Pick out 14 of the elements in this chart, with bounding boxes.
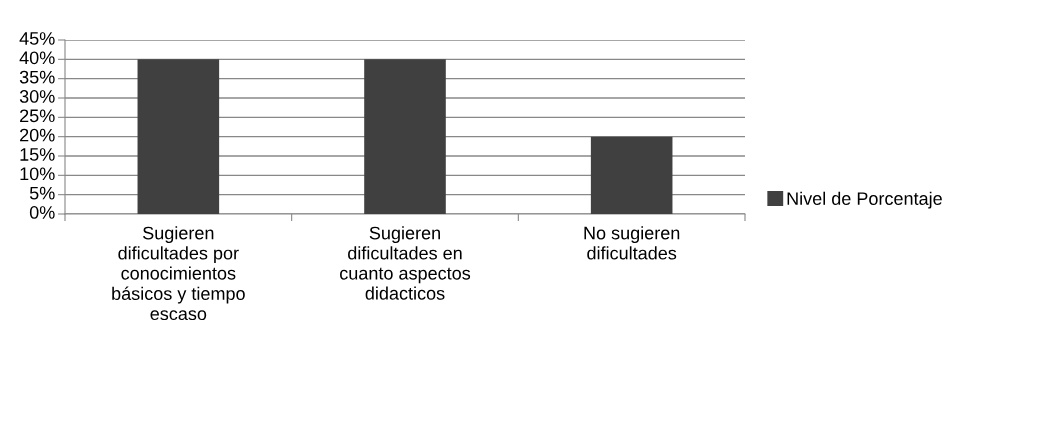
y-tick-label: 30% xyxy=(19,90,55,103)
y-tick-label: 15% xyxy=(20,148,55,161)
x-tick-label: Sugieren dificultades en cuanto aspectos didacticos xyxy=(340,226,471,300)
legend-label: Nivel de Porcentaje xyxy=(787,191,942,209)
y-tick-label: 25% xyxy=(20,109,55,123)
y-tick-label: 40% xyxy=(19,51,55,65)
y-tick-label: 0% xyxy=(29,206,55,219)
y-tick-label: 35% xyxy=(19,70,55,84)
y-tick-label: 5% xyxy=(29,186,55,200)
y-tick-label: 20% xyxy=(20,128,55,142)
x-tick-label: Sugieren dificultades por conocimientos básicos y tiempo escaso xyxy=(112,226,245,321)
x-tick-label: No sugieren dificultades xyxy=(584,226,680,260)
y-tick-label: 45% xyxy=(19,32,55,45)
y-tick-label: 10% xyxy=(20,167,55,181)
